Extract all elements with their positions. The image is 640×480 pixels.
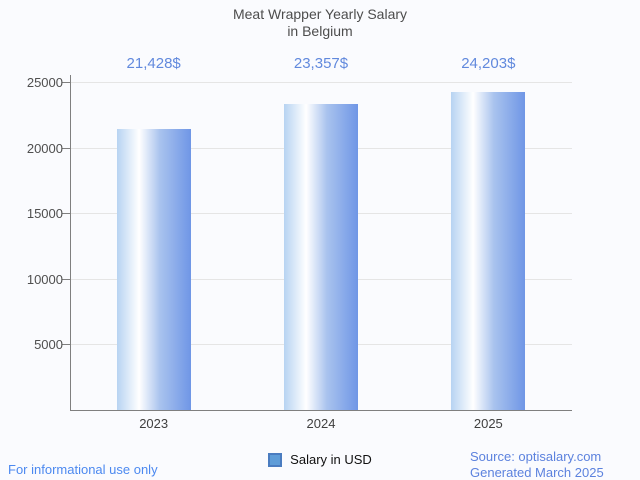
x-axis-line	[70, 410, 572, 411]
x-axis-label-2023: 2023	[139, 416, 169, 431]
bar-value-label-2024: 23,357$	[293, 55, 349, 72]
y-tick-25000	[62, 82, 70, 83]
bar-value-label-2023: 21,428$	[126, 55, 181, 72]
x-axis-label-2024: 2024	[306, 416, 336, 431]
y-axis-label-10000: 10000	[26, 271, 63, 287]
y-axis-label-25000: 25000	[26, 75, 63, 90]
legend[interactable]: Salary in USD	[0, 452, 640, 467]
chart-title: Meat Wrapper Yearly Salary in Belgium	[0, 6, 640, 40]
y-tick-5000	[62, 344, 70, 346]
bar-2023[interactable]	[116, 128, 191, 410]
disclaimer-text: For informational use only	[8, 462, 158, 477]
chart-title-line1: Meat Wrapper Yearly Salary	[232, 6, 408, 22]
y-tick-15000	[62, 213, 70, 215]
y-axis-label-15000: 15000	[26, 206, 63, 222]
bar-value-label-2025: 24,203$	[461, 55, 516, 72]
bar-2024[interactable]	[284, 103, 358, 410]
gridline-25000	[70, 82, 572, 83]
y-axis-label-20000: 20000	[26, 140, 63, 156]
legend-swatch-icon	[268, 452, 283, 467]
y-tick-10000	[62, 278, 70, 280]
source-line[interactable]: Source: optisalary.com	[470, 449, 602, 464]
x-axis-label-2025: 2025	[473, 416, 503, 431]
bar-2025[interactable]	[451, 92, 526, 410]
generated-line: Generated March 2025	[470, 464, 604, 480]
legend-label: Salary in USD	[290, 452, 372, 467]
y-tick-20000	[62, 147, 70, 149]
source-attribution[interactable]: Source: optisalary.com Generated March 2…	[470, 449, 604, 480]
y-axis-label-5000: 5000	[34, 337, 63, 353]
y-axis-line	[70, 75, 71, 410]
chart-title-line2: in Belgium	[287, 23, 353, 39]
